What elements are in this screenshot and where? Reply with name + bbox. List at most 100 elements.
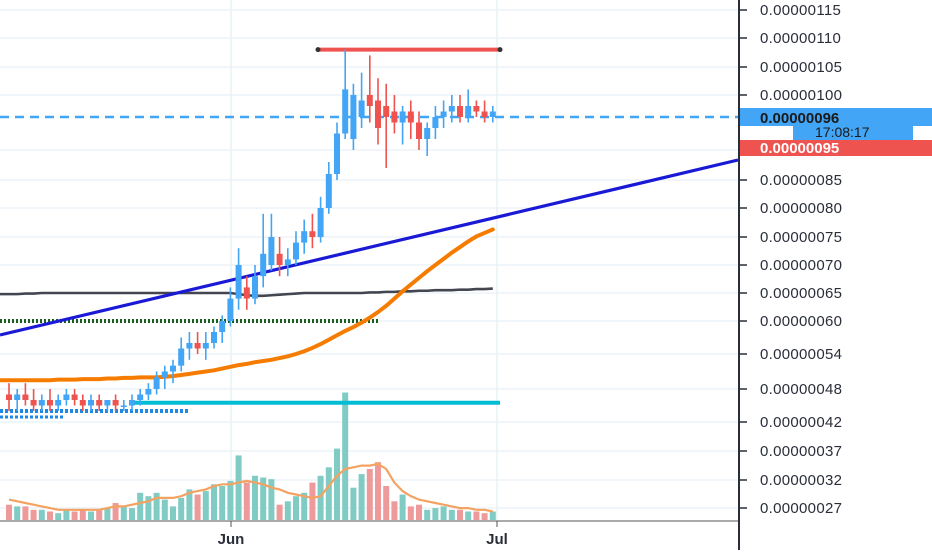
- volume-bar: [407, 506, 414, 520]
- volume-bar: [317, 475, 324, 520]
- candle-body: [481, 111, 488, 117]
- volume-bar: [252, 475, 258, 520]
- volume-bar: [350, 487, 357, 520]
- volume-bar: [47, 511, 53, 520]
- volume-bar: [79, 509, 86, 520]
- volume-bar: [268, 479, 275, 520]
- volume-bar: [112, 503, 119, 520]
- volume-bar: [284, 501, 291, 520]
- candle-body: [104, 400, 111, 406]
- candle-body: [440, 111, 447, 117]
- candle-body: [145, 389, 152, 395]
- volume-bar: [202, 491, 209, 520]
- volume-bar: [375, 462, 381, 520]
- volume-bar: [391, 501, 398, 520]
- candle-body: [432, 117, 439, 128]
- volume-bar: [22, 506, 29, 520]
- price-tick-label: 0.00000110: [760, 30, 841, 47]
- price-axis[interactable]: 0.00000115 0.00000110 0.00000105 0.00000100…: [738, 0, 932, 550]
- candle-body: [186, 343, 193, 349]
- candle-body: [63, 394, 70, 400]
- volume-ma-line: [8, 462, 494, 513]
- candle-body: [88, 400, 94, 406]
- candle-body: [120, 405, 127, 407]
- candle-body: [211, 332, 217, 343]
- volume-bar: [465, 511, 472, 520]
- volume-bar: [489, 511, 496, 520]
- volume-bar: [342, 392, 349, 520]
- last-price-label: 0.00000096: [760, 110, 839, 127]
- time-axis[interactable]: Jun Jul: [0, 520, 738, 548]
- candle-body: [276, 253, 283, 265]
- candle-body: [465, 106, 472, 117]
- candle-body: [260, 253, 267, 277]
- volume-bar: [448, 509, 455, 520]
- resistance-anchor: [315, 47, 321, 53]
- volume-bar: [334, 448, 340, 520]
- volume-bar: [88, 511, 94, 520]
- volume-bar: [260, 477, 267, 520]
- candle-body: [170, 365, 176, 372]
- candle-body: [129, 400, 135, 406]
- volume-bar: [6, 504, 12, 520]
- candle-body: [309, 231, 316, 237]
- volume-bar: [137, 492, 144, 520]
- price-tick-label: 0.00000048: [760, 381, 842, 398]
- candle-body: [358, 100, 365, 117]
- resistance-anchor: [497, 47, 503, 53]
- countdown-label: 17:08:17: [815, 124, 870, 140]
- volume-bar: [194, 494, 201, 520]
- candle-body: [448, 106, 455, 112]
- candle-body: [489, 111, 496, 117]
- time-tick-label: Jun: [218, 531, 245, 548]
- price-tick-label: 0.00000065: [760, 285, 842, 302]
- volume-bar: [440, 506, 447, 520]
- volume-bar: [71, 511, 78, 520]
- candle-body: [317, 208, 324, 237]
- candle-body: [178, 348, 185, 366]
- volume-bar: [227, 480, 234, 520]
- candle-body: [375, 100, 381, 128]
- candle-body: [424, 128, 431, 139]
- candle-body: [366, 95, 373, 106]
- volume-bar: [424, 509, 431, 520]
- volume-bar: [481, 513, 488, 520]
- volume-bar: [235, 455, 242, 520]
- candle-body: [202, 343, 209, 349]
- candle-body: [38, 400, 45, 406]
- price-tick-label: 0.00000060: [760, 313, 842, 330]
- volume-bar: [55, 513, 62, 520]
- candle-body: [161, 371, 168, 378]
- volume-bar: [432, 508, 439, 520]
- candle-body: [219, 321, 226, 332]
- candle-body: [284, 259, 291, 265]
- candle-body: [137, 394, 144, 400]
- price-tick-label: 0.00000105: [760, 59, 842, 76]
- volume-bar: [309, 482, 316, 520]
- candle-body: [79, 400, 86, 406]
- price-tick-label: 0.00000080: [760, 200, 842, 217]
- price-tick-label: 0.00000075: [760, 229, 842, 246]
- volume-bar: [243, 482, 250, 520]
- previous-price-label: 0.00000095: [760, 140, 839, 157]
- volume-bar: [366, 469, 373, 520]
- candle-body: [350, 95, 357, 139]
- candle-body: [235, 265, 242, 299]
- volume-bar: [301, 492, 308, 520]
- volume-bar: [383, 486, 390, 520]
- candle-body: [457, 106, 463, 117]
- candle-body: [399, 111, 406, 123]
- price-tick-label: 0.00000032: [760, 472, 842, 489]
- price-tick-label: 0.00000054: [760, 346, 842, 363]
- countdown-badge: [793, 124, 913, 140]
- last-price-badge: [740, 108, 932, 126]
- candle-body: [227, 298, 234, 321]
- candle-body: [22, 394, 29, 400]
- previous-price-badge: [740, 140, 932, 156]
- candle-body: [47, 400, 53, 406]
- volume-bar: [161, 499, 168, 520]
- candle-body: [334, 133, 340, 174]
- candle-body: [55, 400, 62, 406]
